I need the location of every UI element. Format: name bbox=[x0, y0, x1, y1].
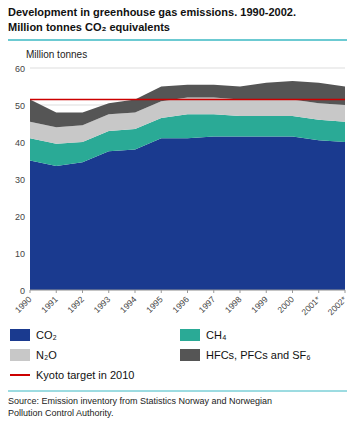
reference-line bbox=[30, 99, 345, 101]
y-axis-label: Million tonnes bbox=[26, 49, 87, 60]
title: Development in greenhouse gas emissions.… bbox=[8, 6, 296, 18]
x-tick-label: 1991 bbox=[39, 294, 60, 315]
x-tick bbox=[161, 290, 162, 293]
x-tick bbox=[187, 290, 188, 293]
subtitle: Million tonnes CO₂ equivalents bbox=[8, 21, 170, 33]
plot-area bbox=[30, 81, 345, 290]
separator bbox=[8, 39, 347, 41]
y-tick-label: 40 bbox=[15, 138, 25, 148]
y-tick-label: 30 bbox=[15, 175, 25, 185]
x-tick bbox=[213, 290, 214, 293]
x-tick bbox=[108, 290, 109, 293]
legend-swatch bbox=[180, 349, 200, 361]
x-tick-label: 1993 bbox=[92, 294, 113, 315]
x-tick-label: 1995 bbox=[144, 294, 165, 315]
legend-swatch bbox=[180, 329, 200, 341]
x-tick-label: 1999 bbox=[249, 294, 270, 315]
x-tick bbox=[82, 290, 83, 293]
x-tick bbox=[345, 290, 346, 293]
x-tick-label: 1990 bbox=[13, 294, 34, 315]
x-tick-label: 2001* bbox=[299, 294, 322, 317]
x-tick bbox=[30, 290, 31, 293]
y-tick-label: 50 bbox=[15, 101, 25, 111]
x-tick-label: 2000 bbox=[275, 294, 296, 315]
y-tick-label: 10 bbox=[15, 249, 25, 259]
grid-line bbox=[30, 68, 345, 69]
x-tick-label: 1996 bbox=[170, 294, 191, 315]
legend-label: N₂O bbox=[36, 349, 57, 361]
chart: Development in greenhouse gas emissions.… bbox=[0, 0, 355, 432]
legend-label: CH₄ bbox=[206, 329, 227, 341]
x-tick bbox=[266, 290, 267, 293]
source-line: Source: Emission inventory from Statisti… bbox=[8, 396, 272, 406]
legend-swatch bbox=[10, 349, 30, 361]
source-line: Pollution Control Authority. bbox=[8, 408, 113, 418]
legend-swatch bbox=[10, 374, 30, 376]
x-tick bbox=[318, 290, 319, 293]
x-tick bbox=[292, 290, 293, 293]
source: Source: Emission inventory from Statisti… bbox=[8, 396, 272, 418]
y-tick-label: 0 bbox=[20, 286, 25, 296]
legend-label: Kyoto target in 2010 bbox=[36, 369, 134, 381]
x-tick-label: 1998 bbox=[223, 294, 244, 315]
x-tick-label: 2002* bbox=[326, 294, 349, 317]
legend-swatch bbox=[10, 329, 30, 341]
legend-label: HFCs, PFCs and SF₆ bbox=[206, 349, 311, 361]
page: {"chart_data": { "type": "area", "stacke… bbox=[0, 0, 355, 432]
legend-label: CO₂ bbox=[36, 329, 57, 341]
x-tick bbox=[56, 290, 57, 293]
x-tick-label: 1997 bbox=[197, 294, 218, 315]
area bbox=[30, 81, 345, 127]
x-tick-label: 1992 bbox=[65, 294, 86, 315]
x-tick bbox=[135, 290, 136, 293]
y-tick-label: 20 bbox=[15, 212, 25, 222]
grid bbox=[30, 68, 345, 290]
x-tick-label: 1994 bbox=[118, 294, 139, 315]
legend: CO₂ CH₄ N₂O HFCs, PFCs and SF₆ Kyoto target … bbox=[10, 329, 311, 381]
x-tick bbox=[240, 290, 241, 293]
separator bbox=[8, 391, 347, 392]
y-tick-label: 60 bbox=[15, 64, 25, 74]
